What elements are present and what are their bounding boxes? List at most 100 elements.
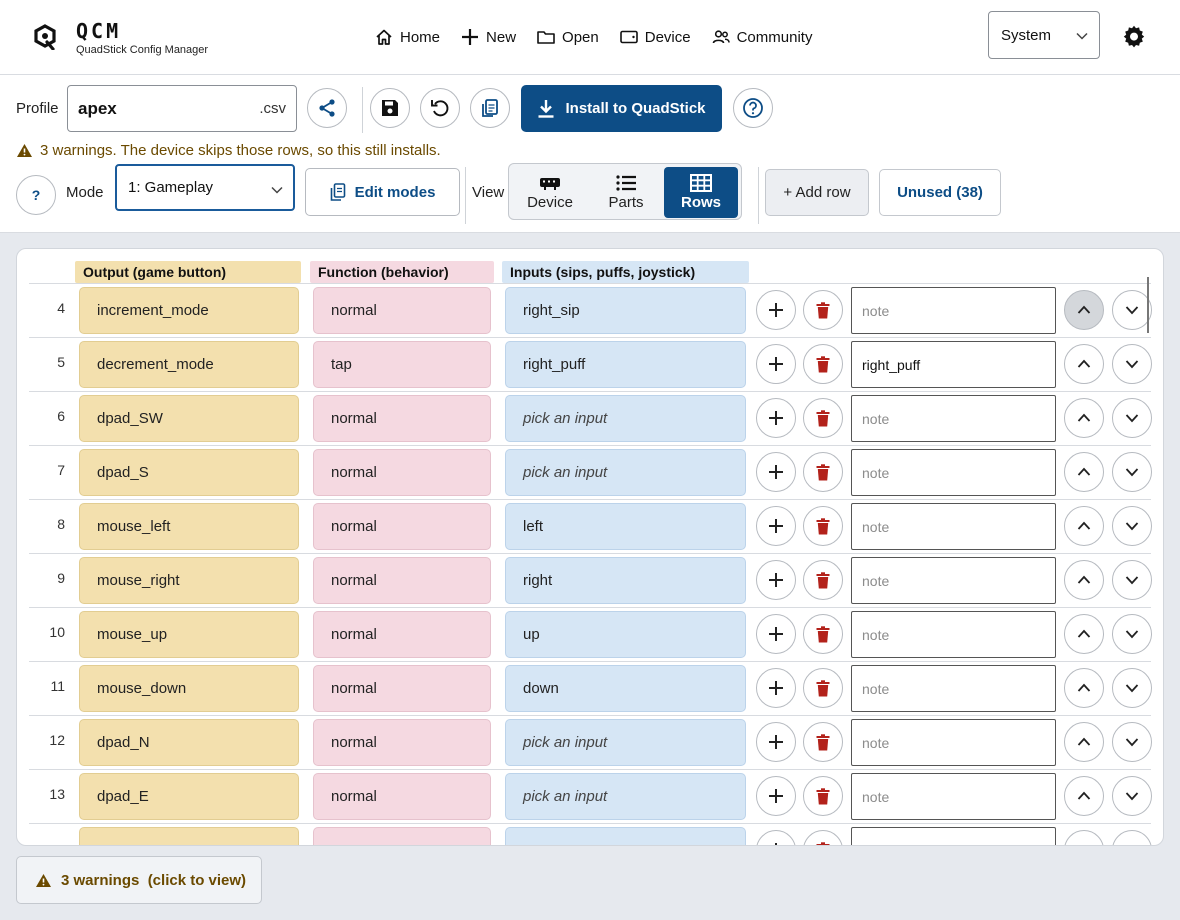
output-cell[interactable]: mouse_down <box>79 665 299 712</box>
nav-device[interactable]: Device <box>619 26 691 48</box>
view-device-option[interactable]: Device <box>513 167 587 218</box>
move-up-button[interactable] <box>1064 506 1104 546</box>
delete-row-button[interactable] <box>803 344 843 384</box>
move-up-button[interactable] <box>1064 668 1104 708</box>
nav-new[interactable]: New <box>460 26 516 48</box>
move-up-button[interactable] <box>1064 614 1104 654</box>
note-input[interactable]: note <box>851 287 1056 334</box>
move-down-button[interactable] <box>1112 830 1152 845</box>
move-up-button[interactable] <box>1064 830 1104 845</box>
quadstick-logo[interactable] <box>33 24 57 50</box>
delete-row-button[interactable] <box>803 830 843 845</box>
input-cell[interactable]: up <box>505 611 746 658</box>
output-cell[interactable]: mouse_up <box>79 611 299 658</box>
input-cell[interactable]: right_puff <box>505 341 746 388</box>
add-input-button[interactable] <box>756 344 796 384</box>
output-cell[interactable]: decrement_mode <box>79 341 299 388</box>
output-cell[interactable]: mouse_right <box>79 557 299 604</box>
input-cell[interactable]: pick an input <box>505 395 746 442</box>
add-input-button[interactable] <box>756 614 796 654</box>
move-up-button[interactable] <box>1064 776 1104 816</box>
add-input-button[interactable] <box>756 560 796 600</box>
delete-row-button[interactable] <box>803 614 843 654</box>
revert-button[interactable] <box>420 88 460 128</box>
function-cell[interactable]: normal <box>313 665 491 712</box>
edit-modes-button[interactable]: Edit modes <box>305 168 460 216</box>
output-cell[interactable]: mouse_left <box>79 503 299 550</box>
move-up-button[interactable] <box>1064 560 1104 600</box>
save-button[interactable] <box>370 88 410 128</box>
move-down-button[interactable] <box>1112 452 1152 492</box>
move-up-button[interactable] <box>1064 722 1104 762</box>
move-down-button[interactable] <box>1112 668 1152 708</box>
delete-row-button[interactable] <box>803 290 843 330</box>
move-up-button[interactable] <box>1064 398 1104 438</box>
move-down-button[interactable] <box>1112 560 1152 600</box>
share-button[interactable] <box>307 88 347 128</box>
function-cell[interactable] <box>313 827 491 845</box>
move-down-button[interactable] <box>1112 614 1152 654</box>
function-cell[interactable]: normal <box>313 503 491 550</box>
move-up-button[interactable] <box>1064 344 1104 384</box>
delete-row-button[interactable] <box>803 452 843 492</box>
table-scrollbar[interactable] <box>1147 277 1149 333</box>
nav-home[interactable]: Home <box>374 26 440 48</box>
input-cell[interactable] <box>505 827 746 845</box>
install-button[interactable]: Install to QuadStick <box>521 85 722 132</box>
output-cell[interactable]: dpad_S <box>79 449 299 496</box>
add-input-button[interactable] <box>756 506 796 546</box>
input-cell[interactable]: pick an input <box>505 773 746 820</box>
theme-select[interactable]: System <box>988 11 1100 59</box>
move-up-button[interactable] <box>1064 290 1104 330</box>
view-parts-option[interactable]: Parts <box>589 167 663 218</box>
function-cell[interactable]: normal <box>313 395 491 442</box>
delete-row-button[interactable] <box>803 776 843 816</box>
output-cell[interactable]: increment_mode <box>79 287 299 334</box>
add-input-button[interactable] <box>756 398 796 438</box>
view-rows-option[interactable]: Rows <box>664 167 738 218</box>
note-input[interactable]: note <box>851 719 1056 766</box>
note-input[interactable]: note <box>851 395 1056 442</box>
input-cell[interactable]: right_sip <box>505 287 746 334</box>
note-input[interactable]: note <box>851 827 1056 845</box>
function-cell[interactable]: normal <box>313 287 491 334</box>
move-down-button[interactable] <box>1112 506 1152 546</box>
add-row-button[interactable]: + Add row <box>765 169 869 216</box>
function-cell[interactable]: normal <box>313 611 491 658</box>
warnings-button[interactable]: 3 warnings (click to view) <box>16 856 262 904</box>
move-down-button[interactable] <box>1112 776 1152 816</box>
function-cell[interactable]: normal <box>313 773 491 820</box>
move-down-button[interactable] <box>1112 398 1152 438</box>
delete-row-button[interactable] <box>803 506 843 546</box>
function-cell[interactable]: tap <box>313 341 491 388</box>
note-input[interactable]: right_puff <box>851 341 1056 388</box>
add-input-button[interactable] <box>756 830 796 845</box>
nav-community[interactable]: Community <box>711 26 812 48</box>
delete-row-button[interactable] <box>803 398 843 438</box>
output-cell[interactable] <box>79 827 299 845</box>
output-cell[interactable]: dpad_SW <box>79 395 299 442</box>
output-cell[interactable]: dpad_N <box>79 719 299 766</box>
add-input-button[interactable] <box>756 722 796 762</box>
move-down-button[interactable] <box>1112 722 1152 762</box>
gear-icon[interactable] <box>1122 24 1146 48</box>
input-cell[interactable]: right <box>505 557 746 604</box>
note-input[interactable]: note <box>851 773 1056 820</box>
move-up-button[interactable] <box>1064 452 1104 492</box>
input-cell[interactable]: pick an input <box>505 449 746 496</box>
note-input[interactable]: note <box>851 449 1056 496</box>
note-input[interactable]: note <box>851 557 1056 604</box>
nav-open[interactable]: Open <box>536 26 599 48</box>
profile-name-input[interactable]: apex .csv <box>67 85 297 132</box>
note-input[interactable]: note <box>851 611 1056 658</box>
add-input-button[interactable] <box>756 452 796 492</box>
move-down-button[interactable] <box>1112 290 1152 330</box>
add-input-button[interactable] <box>756 668 796 708</box>
add-input-button[interactable] <box>756 290 796 330</box>
delete-row-button[interactable] <box>803 722 843 762</box>
note-input[interactable]: note <box>851 665 1056 712</box>
note-input[interactable]: note <box>851 503 1056 550</box>
input-cell[interactable]: left <box>505 503 746 550</box>
output-cell[interactable]: dpad_E <box>79 773 299 820</box>
copy-button[interactable] <box>470 88 510 128</box>
